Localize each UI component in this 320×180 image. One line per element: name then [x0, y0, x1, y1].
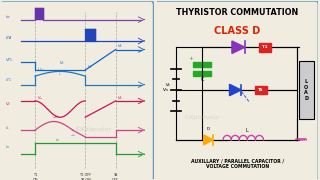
Text: $i_{TA}$: $i_{TA}$: [5, 35, 12, 42]
Text: $V_{T1}$: $V_{T1}$: [5, 56, 13, 64]
Text: T1
ON: T1 ON: [32, 173, 38, 180]
Text: $i_o$: $i_o$: [55, 136, 60, 144]
Text: $i_o$: $i_o$: [58, 70, 62, 78]
Text: AUXILLARY / PARALLEL CAPACITOR /
VOLTAGE COMMUTATION: AUXILLARY / PARALLEL CAPACITOR / VOLTAGE…: [191, 159, 284, 169]
Text: L
O
A
D: L O A D: [304, 79, 308, 101]
Text: $V_c$: $V_c$: [87, 63, 93, 71]
Text: ©Xplanator: ©Xplanator: [74, 126, 111, 132]
Text: D: D: [207, 127, 210, 131]
Text: $V_c$: $V_c$: [60, 59, 66, 67]
Text: C: C: [200, 77, 204, 82]
Text: $V_c$: $V_c$: [5, 101, 11, 108]
Text: $V_s$: $V_s$: [117, 94, 123, 102]
Text: TA: TA: [258, 88, 264, 92]
Text: $v_s$: $v_s$: [165, 81, 172, 89]
Polygon shape: [232, 41, 245, 53]
Text: T1 OFF
TA ON: T1 OFF TA ON: [79, 173, 91, 180]
Polygon shape: [204, 135, 213, 145]
FancyBboxPatch shape: [155, 1, 318, 180]
Bar: [193, 62, 211, 67]
Bar: [85, 29, 95, 41]
Bar: [299, 62, 314, 118]
Bar: [35, 8, 43, 19]
Text: $i_{sc}$: $i_{sc}$: [5, 13, 11, 21]
Text: +: +: [188, 56, 193, 61]
Text: $i_s i_{TA}$: $i_s i_{TA}$: [36, 66, 45, 73]
Text: $-V_s$: $-V_s$: [52, 113, 60, 121]
Text: $V_s$: $V_s$: [117, 43, 123, 50]
FancyBboxPatch shape: [0, 1, 154, 180]
Bar: [255, 86, 267, 94]
Text: TA
OFF: TA OFF: [112, 173, 119, 180]
Text: THYRISTOR COMMUTATION: THYRISTOR COMMUTATION: [176, 8, 299, 17]
Text: T1: T1: [262, 45, 268, 49]
Text: $i_L$: $i_L$: [5, 125, 9, 132]
Text: $i_{T1}$: $i_{T1}$: [5, 76, 12, 84]
Text: L: L: [246, 128, 249, 133]
Text: $i_o$: $i_o$: [5, 143, 10, 151]
Text: ©Xplanator: ©Xplanator: [184, 114, 220, 120]
Bar: [193, 71, 211, 76]
Bar: [259, 43, 271, 52]
Text: $-i_L$: $-i_L$: [70, 131, 77, 139]
Text: $V_{sc}$: $V_{sc}$: [36, 94, 44, 102]
Text: $v_s$: $v_s$: [162, 86, 169, 94]
Text: CLASS D: CLASS D: [214, 26, 261, 36]
Polygon shape: [229, 84, 241, 96]
